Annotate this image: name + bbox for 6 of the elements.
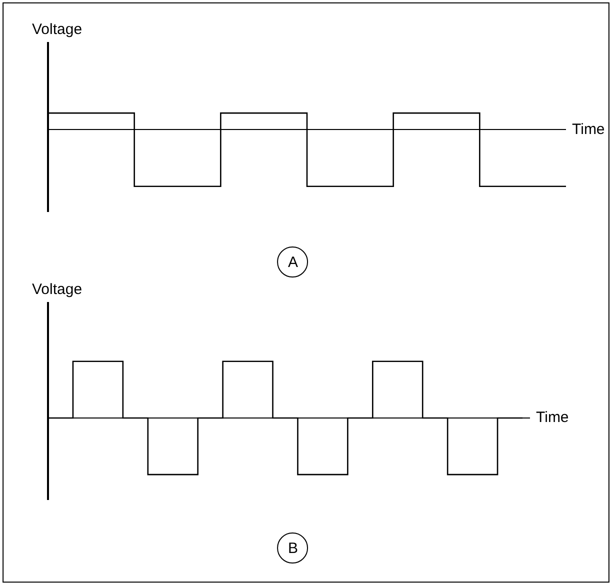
x-axis-title: Time bbox=[536, 409, 569, 426]
y-axis-title: Voltage bbox=[32, 21, 82, 38]
y-axis-title: Voltage bbox=[32, 281, 82, 298]
text: A bbox=[288, 254, 298, 271]
x-axis-title: Time bbox=[572, 121, 605, 138]
text: B bbox=[288, 540, 298, 557]
